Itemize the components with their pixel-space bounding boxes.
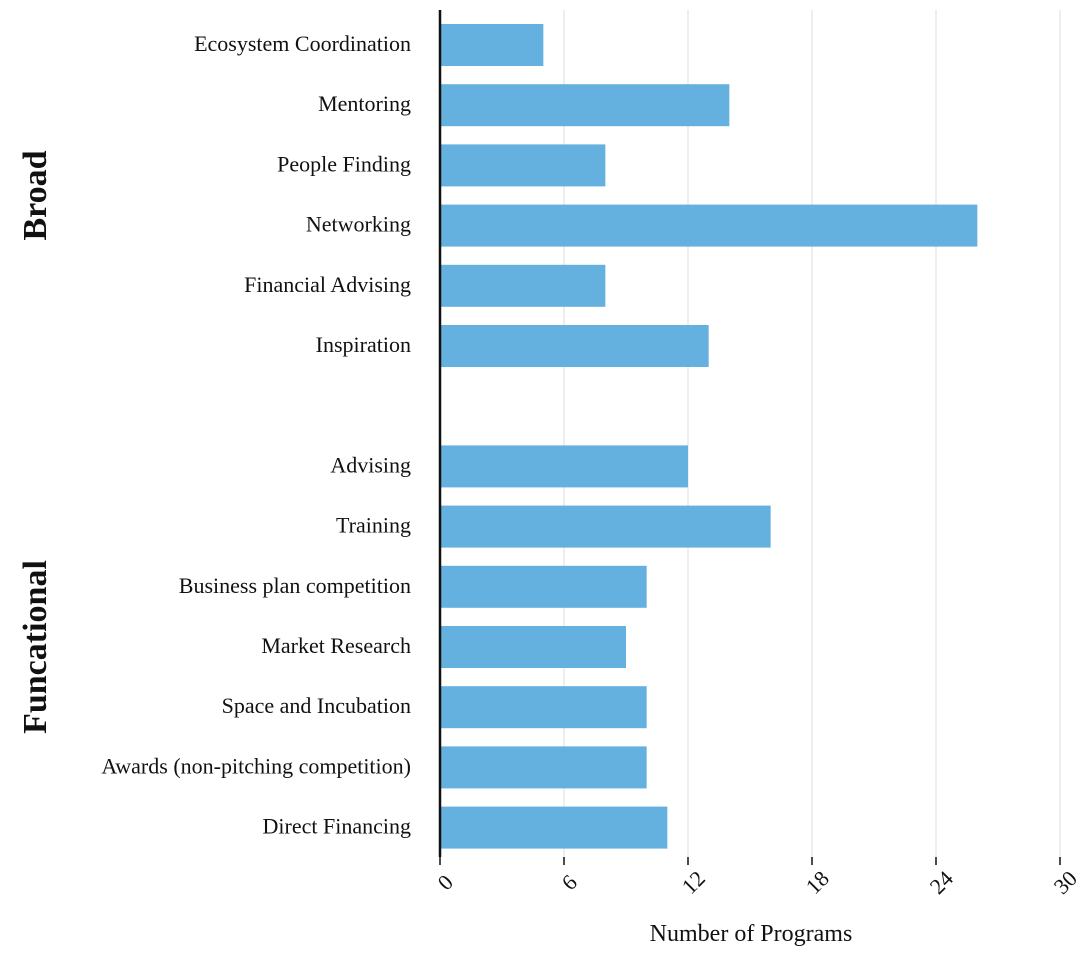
bar	[440, 626, 626, 668]
bar	[440, 204, 978, 247]
x-tick-label: 0	[433, 870, 458, 895]
category-label: Training	[336, 513, 411, 538]
bar	[440, 746, 647, 789]
bar	[440, 505, 771, 548]
x-tick-labels: 0 6 12 18 24 30	[433, 866, 1079, 899]
category-labels: Ecosystem Coordination Mentoring People Fi…	[17, 31, 411, 839]
x-tick-label: 30	[1049, 866, 1079, 899]
category-label: Space and Incubation	[222, 693, 411, 718]
category-label: Direct Financing	[263, 814, 411, 839]
bar	[440, 565, 647, 608]
category-label: Networking	[306, 212, 411, 237]
gridlines	[563, 10, 1061, 857]
category-label: Financial Advising	[244, 272, 411, 297]
x-axis-title: Number of Programs	[650, 921, 853, 947]
bar	[440, 144, 606, 187]
category-label: Ecosystem Coordination	[194, 31, 411, 56]
category-label: Business plan competition	[179, 573, 411, 598]
bars	[440, 24, 978, 849]
bar	[440, 445, 688, 488]
category-label: Market Research	[261, 633, 411, 658]
axes	[438, 10, 1061, 865]
x-tick-label: 12	[677, 866, 710, 899]
bar	[440, 24, 544, 66]
bar	[440, 84, 730, 127]
category-label: Awards (non-pitching competition)	[101, 753, 411, 778]
bar	[440, 325, 709, 367]
group-label: Funcational	[17, 560, 54, 734]
group-label: Broad	[17, 150, 54, 240]
bar	[440, 686, 647, 729]
bar	[440, 806, 668, 849]
x-tick-label: 24	[925, 866, 958, 899]
category-label: Advising	[330, 452, 411, 477]
category-label: People Finding	[277, 151, 411, 176]
category-label: Mentoring	[318, 91, 411, 116]
bar	[440, 264, 606, 307]
category-label: Inspiration	[316, 332, 411, 357]
x-tick-label: 6	[557, 870, 582, 895]
x-tick-label: 18	[801, 866, 834, 899]
